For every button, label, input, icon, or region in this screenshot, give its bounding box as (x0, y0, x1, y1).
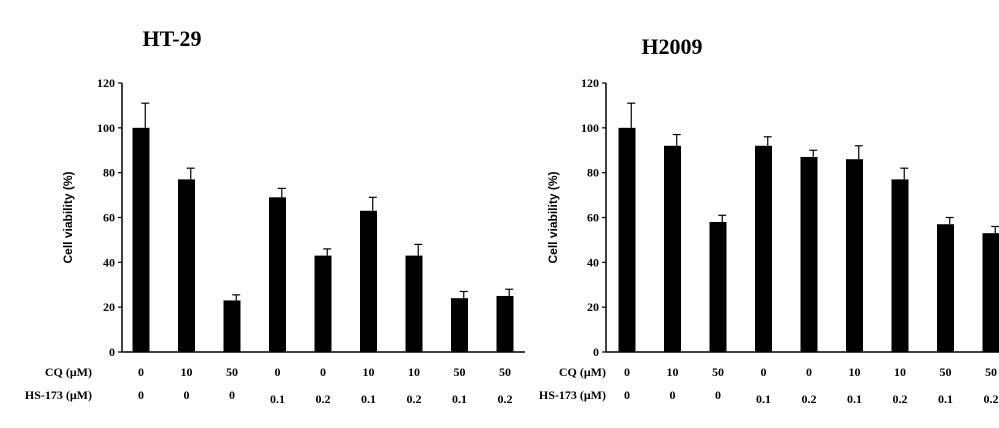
y-axis-label: Cell viability (%) (61, 171, 75, 263)
hs173-value-label: 0.2 (407, 392, 422, 406)
hs173-value-label: 0.1 (756, 392, 771, 406)
y-tick-label: 120 (97, 76, 115, 90)
chart-title: HT-29 (142, 26, 201, 51)
hs173-value-label: 0.2 (802, 392, 817, 406)
chart-title: H2009 (641, 34, 702, 59)
hs173-value-label: 0.2 (498, 392, 513, 406)
bar (496, 295, 514, 352)
cq-value-label: 10 (363, 365, 375, 379)
bar (178, 179, 195, 352)
y-tick-label: 0 (109, 345, 115, 359)
y-tick-label: 120 (581, 76, 599, 90)
hs173-value-label: 0.1 (361, 392, 376, 406)
cq-value-label: 50 (940, 365, 952, 379)
cq-value-label: 0 (138, 365, 144, 379)
bar (451, 298, 468, 352)
cq-value-label: 0 (761, 365, 767, 379)
y-tick-label: 100 (581, 121, 599, 135)
cq-value-label: 10 (849, 365, 861, 379)
bar (618, 127, 636, 352)
row-label-hs173: HS-173 (μM) (539, 388, 606, 402)
hs173-value-label: 0.1 (270, 392, 285, 406)
hs173-value-label: 0.1 (847, 392, 862, 406)
bar (314, 255, 332, 352)
hs173-value-label: 0.2 (316, 392, 331, 406)
hs173-value-label: 0 (670, 388, 676, 402)
cq-value-label: 10 (894, 365, 906, 379)
row-label-cq: CQ (μM) (45, 365, 92, 379)
cq-value-label: 0 (806, 365, 812, 379)
hs173-value-label: 0 (229, 388, 235, 402)
bar (891, 179, 909, 352)
bar (709, 221, 727, 352)
bar (132, 127, 150, 352)
cq-value-label: 0 (275, 365, 281, 379)
bar (664, 145, 681, 352)
row-label-hs173: HS-173 (μM) (25, 388, 92, 402)
cq-value-label: 50 (985, 365, 997, 379)
y-tick-label: 0 (593, 345, 599, 359)
bar (269, 197, 286, 352)
y-tick-label: 60 (587, 211, 599, 225)
cq-value-label: 10 (408, 365, 420, 379)
row-label-cq: CQ (μM) (559, 365, 606, 379)
y-tick-label: 20 (103, 300, 115, 314)
bar (937, 224, 954, 352)
hs173-value-label: 0.2 (893, 392, 908, 406)
hs173-value-label: 0 (138, 388, 144, 402)
cq-value-label: 50 (226, 365, 238, 379)
cq-value-label: 50 (454, 365, 466, 379)
hs173-value-label: 0 (184, 388, 190, 402)
bar (755, 145, 772, 352)
bar (800, 156, 818, 352)
y-tick-label: 60 (103, 211, 115, 225)
hs173-value-label: 0.1 (938, 392, 953, 406)
y-tick-label: 40 (103, 255, 115, 269)
cq-value-label: 0 (624, 365, 630, 379)
y-tick-label: 20 (587, 300, 599, 314)
hs173-value-label: 0 (715, 388, 721, 402)
y-tick-label: 80 (587, 166, 599, 180)
y-axis-label: Cell viability (%) (546, 171, 560, 263)
cq-value-label: 50 (499, 365, 511, 379)
bar (360, 210, 377, 352)
bar (223, 300, 241, 352)
hs173-value-label: 0.1 (452, 392, 467, 406)
bar (982, 233, 999, 352)
y-tick-label: 40 (587, 255, 599, 269)
cq-value-label: 10 (667, 365, 679, 379)
hs173-value-label: 0 (624, 388, 630, 402)
cq-value-label: 50 (712, 365, 724, 379)
bar (846, 159, 863, 352)
y-tick-label: 100 (97, 121, 115, 135)
cq-value-label: 10 (181, 365, 193, 379)
cq-value-label: 0 (320, 365, 326, 379)
bar (405, 255, 423, 352)
hs173-value-label: 0.2 (984, 392, 999, 406)
y-tick-label: 80 (103, 166, 115, 180)
